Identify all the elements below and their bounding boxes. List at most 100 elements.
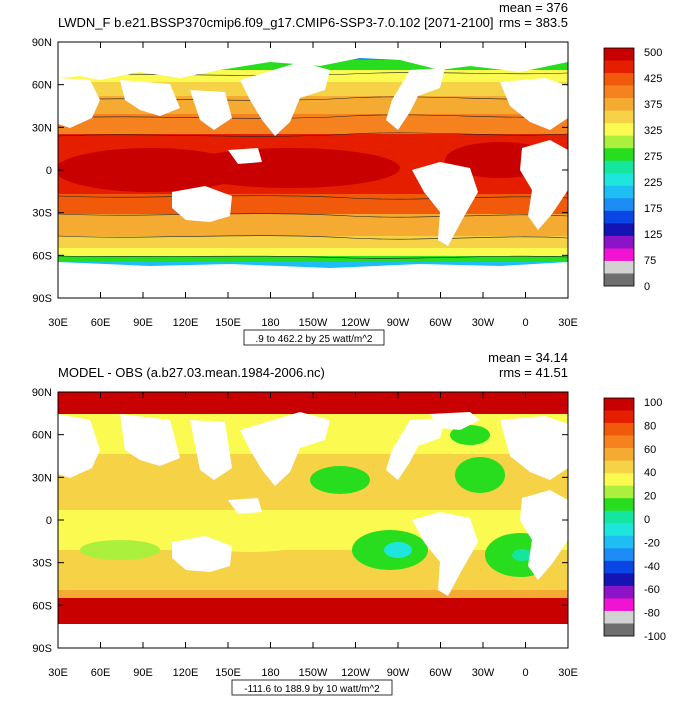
colorbar-swatch — [604, 173, 634, 187]
panel-top: LWDN_F b.e21.BSSP370cmip6.f09_g17.CMIP6-… — [0, 0, 700, 350]
lon-tick-label: 0 — [522, 667, 528, 679]
mean-stat: mean = 34.14 — [488, 350, 568, 365]
colorbar-swatch — [604, 610, 634, 624]
colorbar-label: -80 — [644, 608, 660, 620]
lon-tick-label: 60E — [91, 317, 111, 329]
colorbar-swatch — [604, 573, 634, 587]
map-title: MODEL - OBS (a.b27.03.mean.1984-2006.nc) — [58, 365, 325, 380]
lon-tick-label: 30E — [558, 317, 578, 329]
range-note: .9 to 462.2 by 25 watt/m^2 — [256, 334, 373, 345]
colorbar-swatch — [604, 235, 634, 249]
colorbar-swatch — [604, 498, 634, 512]
land-mask — [58, 42, 568, 298]
colorbar-swatch — [604, 423, 634, 436]
colorbar-label: 500 — [644, 47, 662, 59]
lat-tick-label: 60N — [32, 430, 52, 442]
colorbar-labels: 100 80 60 40 20 0 -20 -40 -60 -80 -100 — [644, 397, 666, 643]
panel-bottom: MODEL - OBS (a.b27.03.mean.1984-2006.nc)… — [0, 350, 700, 700]
colorbar-label: 0 — [644, 281, 650, 293]
colorbar-swatch — [604, 510, 634, 524]
lon-tick-label: 30E — [558, 667, 578, 679]
colorbar-swatch — [604, 198, 634, 212]
lon-axis: 30E 60E 90E 120E 150E 180 150W 120W 90W 60W 30W 0 30… — [48, 42, 578, 329]
rms-stat: rms = 383.5 — [499, 15, 568, 30]
lat-axis: 90N 60N 30N 0 30S 60S 90S — [32, 37, 568, 305]
lon-tick-label: 90W — [387, 317, 410, 329]
map-figure: MODEL - OBS (a.b27.03.mean.1984-2006.nc)… — [32, 350, 666, 696]
colorbar-label: -60 — [644, 584, 660, 596]
lat-tick-label: 30N — [32, 122, 52, 134]
lat-tick-label: 60S — [32, 600, 52, 612]
lon-tick-label: 120W — [341, 667, 370, 679]
lat-tick-label: 90S — [32, 293, 52, 305]
lat-tick-label: 90N — [32, 387, 52, 399]
colorbar-swatch — [604, 110, 634, 124]
colorbar-swatch — [604, 48, 634, 61]
colorbar-swatch — [604, 435, 634, 449]
colorbar-label: 225 — [644, 177, 662, 189]
lon-tick-label: 30W — [472, 317, 495, 329]
colorbar-label: 275 — [644, 151, 662, 163]
lon-tick-label: 60W — [429, 667, 452, 679]
colorbar-labels: 500 425 375 325 275 225 175 125 75 0 — [644, 47, 662, 293]
lat-tick-label: 90N — [32, 37, 52, 49]
lon-axis: 30E 60E 90E 120E 150E 180 150W 120W 90W 60W 30W 0 30… — [48, 392, 578, 679]
colorbar-swatch — [604, 398, 634, 411]
lon-tick-label: 180 — [261, 317, 279, 329]
colorbar-label: 175 — [644, 203, 662, 215]
colorbar-swatch — [604, 410, 634, 424]
lat-tick-label: 0 — [46, 165, 52, 177]
lat-tick-label: 60S — [32, 250, 52, 262]
colorbar-swatch — [604, 85, 634, 99]
rms-stat: rms = 41.51 — [499, 365, 568, 380]
colorbar-label: 100 — [644, 397, 662, 409]
colorbar-label: 325 — [644, 125, 662, 137]
colorbar-swatch — [604, 473, 634, 486]
map-figure: LWDN_F b.e21.BSSP370cmip6.f09_g17.CMIP6-… — [32, 0, 662, 346]
colorbar-swatch — [604, 535, 634, 549]
colorbar-swatch — [604, 210, 634, 224]
colorbar-label: 125 — [644, 229, 662, 241]
colorbar-label: 425 — [644, 73, 662, 85]
lon-tick-label: 150W — [299, 317, 328, 329]
colorbar-swatch — [604, 623, 634, 637]
colorbar — [603, 47, 635, 287]
colorbar-label: 20 — [644, 491, 656, 503]
lat-tick-label: 90S — [32, 643, 52, 655]
colorbar-label: 75 — [644, 255, 656, 267]
colorbar-swatch — [604, 485, 634, 499]
colorbar-swatch — [604, 160, 634, 174]
range-note: -111.6 to 188.9 by 10 watt/m^2 — [244, 684, 380, 695]
map-field — [58, 392, 568, 648]
colorbar-swatch — [604, 585, 634, 599]
colorbar-swatch — [604, 98, 634, 111]
colorbar-swatch — [604, 185, 634, 199]
colorbar-swatch — [604, 273, 634, 287]
lat-tick-label: 60N — [32, 80, 52, 92]
lon-tick-label: 30W — [472, 667, 495, 679]
colorbar-swatch — [604, 248, 634, 262]
colorbar-label: -40 — [644, 561, 660, 573]
colorbar-label: 40 — [644, 467, 656, 479]
lon-tick-label: 30E — [48, 667, 68, 679]
lon-tick-label: 150W — [299, 667, 328, 679]
map-title: LWDN_F b.e21.BSSP370cmip6.f09_g17.CMIP6-… — [58, 15, 494, 30]
colorbar-swatch — [604, 598, 634, 612]
lon-tick-label: 90W — [387, 667, 410, 679]
colorbar-label: 60 — [644, 444, 656, 456]
lon-tick-label: 60W — [429, 317, 452, 329]
range-note-box — [231, 679, 393, 696]
colorbar-swatch — [604, 223, 634, 237]
lat-tick-label: 0 — [46, 515, 52, 527]
colorbar-swatch — [604, 560, 634, 574]
colorbar-swatch — [604, 260, 634, 274]
lon-tick-label: 120E — [173, 667, 199, 679]
lon-tick-label: 90E — [133, 317, 153, 329]
lon-tick-label: 30E — [48, 317, 68, 329]
lon-tick-label: 180 — [261, 667, 279, 679]
colorbar-swatch — [604, 448, 634, 461]
lon-tick-label: 0 — [522, 317, 528, 329]
colorbar-swatch — [604, 73, 634, 86]
colorbar-swatch — [604, 123, 634, 136]
colorbar-swatch — [604, 523, 634, 537]
